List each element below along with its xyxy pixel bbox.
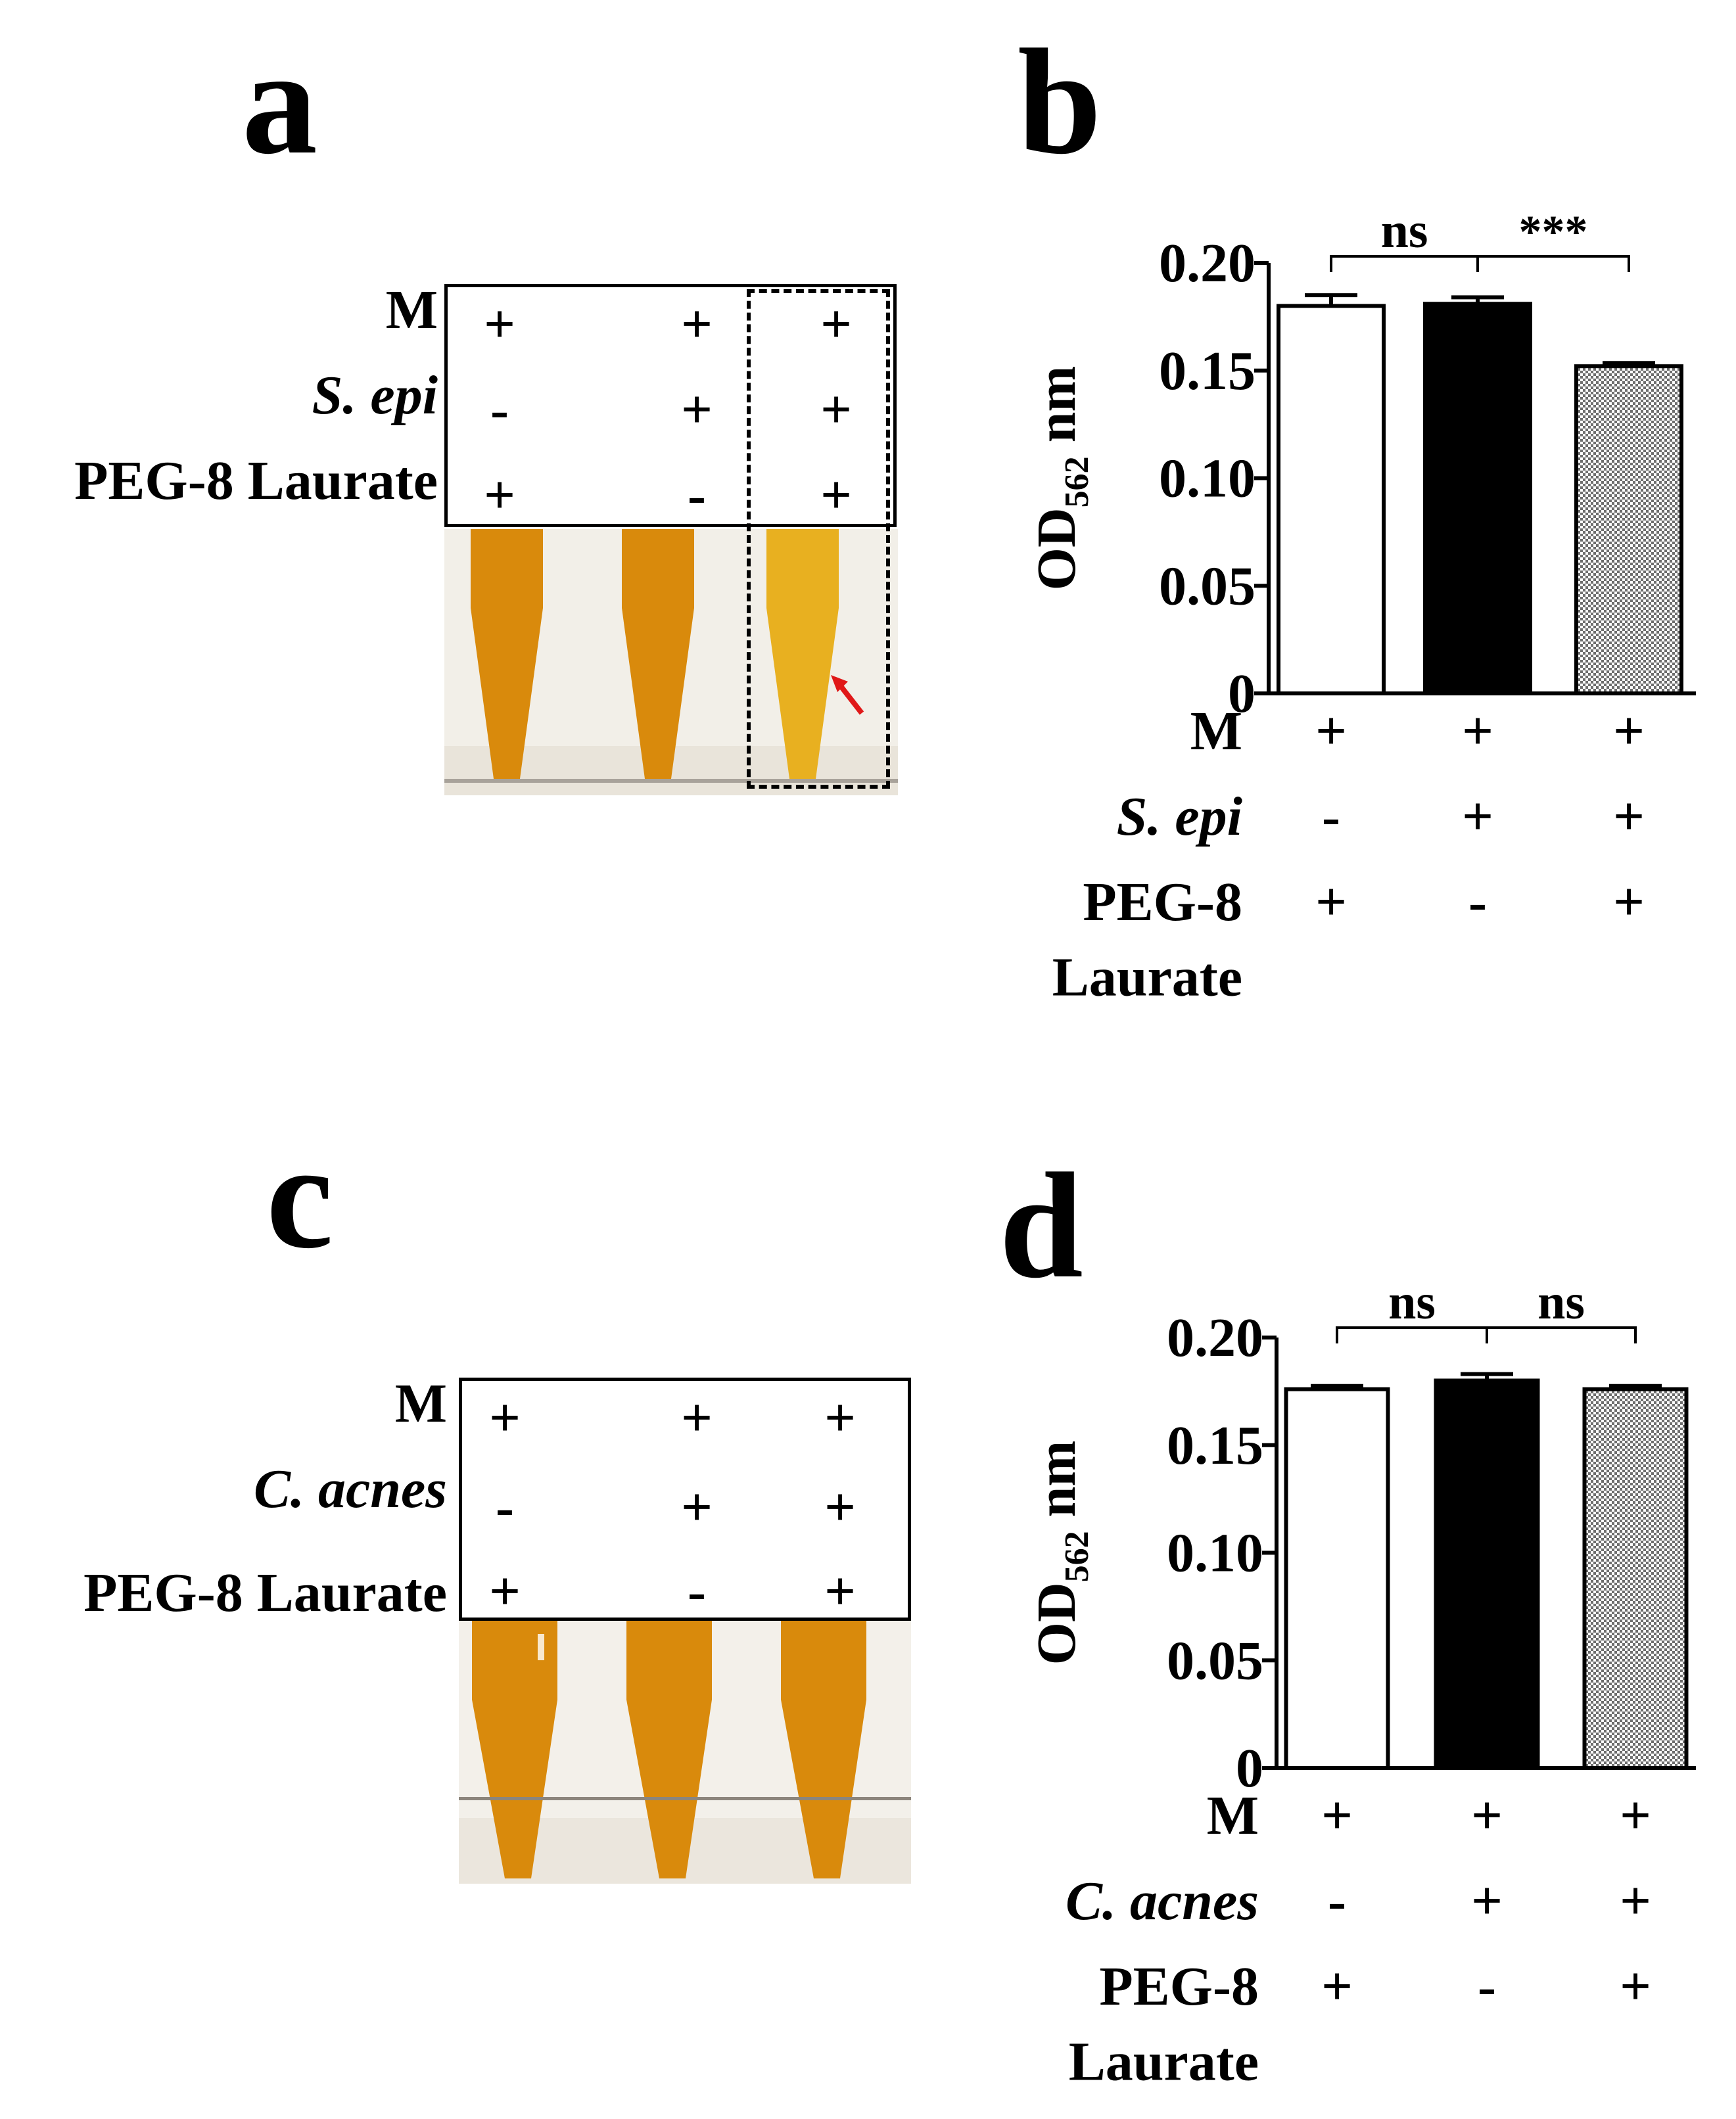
symbol-c-peg-2: - [688, 1561, 706, 1622]
condition-label: M [1190, 701, 1242, 762]
condition-table-c [459, 1378, 911, 1621]
condition-label: PEG-8 [1099, 1956, 1259, 2017]
y-tick-label: 0.10 [1159, 448, 1255, 509]
y-tick-label: 0 [1236, 1738, 1263, 1799]
y-axis-label-subscript: 562 [1058, 456, 1096, 507]
tube-photo-c [459, 1621, 911, 1884]
y-axis-label-unit: nm [1026, 1441, 1087, 1531]
y-tick-label: 0.15 [1159, 340, 1255, 402]
condition-label-m: M [394, 1373, 447, 1434]
condition-label: S. epi [1117, 786, 1242, 847]
symbol-c-cacnes-1: - [496, 1477, 514, 1538]
condition-label: C. acnes [1066, 1871, 1259, 1932]
symbol-c-peg-3: + [824, 1561, 856, 1622]
condition-label-peg8-laurate: PEG-8 Laurate [83, 1562, 447, 1623]
significance-bracket [1476, 255, 1630, 272]
condition-symbol: + [1620, 1785, 1651, 1846]
condition-symbol: + [1462, 786, 1493, 847]
y-axis-label-main: OD [1026, 1582, 1087, 1665]
significance-bracket [1330, 255, 1479, 272]
condition-symbol: + [1620, 1871, 1651, 1932]
symbol-c-m-2: + [681, 1387, 713, 1449]
y-axis-label-main: OD [1026, 507, 1087, 590]
condition-symbol: + [1315, 701, 1347, 762]
y-axis-label: OD562 nm [1026, 1441, 1096, 1665]
significance-label: ns [1388, 1274, 1436, 1330]
bar-hatched [1582, 1387, 1689, 1771]
condition-label-m: M [385, 279, 438, 340]
symbol-a-sepi-1: - [490, 379, 509, 440]
symbol-a-m-2: + [681, 294, 713, 355]
y-axis-label-unit: nm [1026, 366, 1087, 457]
condition-label-line2: Laurate [1052, 946, 1242, 1008]
symbol-c-cacnes-2: + [681, 1477, 713, 1538]
condition-symbol: + [1613, 786, 1645, 847]
y-tick-label: 0.05 [1159, 555, 1255, 617]
symbol-a-m-3: + [820, 294, 852, 355]
symbol-a-peg-1: + [484, 465, 515, 526]
symbol-a-m-1: + [484, 294, 515, 355]
bar-chart-d: 0 0.05 0.10 0.15 0.20 OD562 nm ns ns M + + + C. acne… [1026, 1274, 1696, 2092]
y-tick-label: 0.20 [1167, 1307, 1263, 1368]
panel-label-d: d [999, 1142, 1083, 1309]
condition-label-s-epi: S. epi [312, 365, 438, 426]
condition-symbol: + [1462, 701, 1493, 762]
symbol-c-peg-1: + [489, 1561, 521, 1622]
condition-symbol: - [1478, 1956, 1496, 2017]
panel-label-c: c [266, 1112, 334, 1280]
significance-label: *** [1519, 207, 1588, 258]
condition-symbol: + [1321, 1956, 1353, 2017]
symbol-a-peg-3: + [820, 465, 852, 526]
condition-symbol: - [1322, 786, 1340, 847]
condition-label-c-acnes: C. acnes [254, 1458, 447, 1520]
condition-symbol: + [1613, 701, 1645, 762]
condition-label: PEG-8 [1083, 872, 1242, 933]
y-tick-label: 0.10 [1167, 1523, 1263, 1584]
bar-open [1277, 304, 1386, 695]
symbol-c-m-1: + [489, 1387, 521, 1449]
bar-open [1284, 1387, 1390, 1771]
bar-filled [1423, 302, 1532, 696]
y-tick-label: 0.20 [1159, 233, 1255, 294]
condition-table-a [444, 284, 897, 527]
y-tick-label: 0 [1228, 663, 1255, 724]
significance-label: ns [1537, 1274, 1585, 1330]
y-tick-label: 0.05 [1167, 1630, 1263, 1691]
condition-label-peg8-laurate: PEG-8 Laurate [74, 450, 438, 511]
condition-symbol: + [1321, 1785, 1353, 1846]
condition-label: M [1207, 1785, 1259, 1846]
panel-label-a: a [242, 18, 317, 185]
tube-photo-a [444, 529, 898, 795]
condition-label-line2: Laurate [1069, 2031, 1259, 2092]
bar-chart-b: 0 0.05 0.10 0.15 0.20 OD562 nm ns *** M + + + S. epi… [1026, 203, 1696, 1008]
significance-label: ns [1381, 203, 1428, 258]
symbol-c-cacnes-3: + [824, 1477, 856, 1538]
y-tick-label: 0.15 [1167, 1415, 1263, 1476]
symbol-a-sepi-3: + [820, 379, 852, 440]
significance-bracket [1336, 1326, 1488, 1343]
significance-bracket [1486, 1326, 1637, 1343]
condition-symbol: + [1613, 872, 1645, 933]
condition-symbol: + [1620, 1956, 1651, 2017]
bar-filled [1434, 1378, 1540, 1770]
symbol-a-sepi-2: + [681, 379, 713, 440]
condition-symbol: + [1471, 1871, 1503, 1932]
bar-hatched [1574, 364, 1683, 695]
symbol-c-m-3: + [824, 1387, 856, 1449]
panel-label-b: b [1018, 18, 1102, 185]
symbol-a-peg-2: - [688, 465, 706, 526]
condition-symbol: - [1468, 872, 1487, 933]
selected-tube-box [747, 289, 890, 789]
condition-symbol: + [1471, 1785, 1503, 1846]
condition-symbol: - [1328, 1871, 1346, 1932]
condition-symbol: + [1315, 872, 1347, 933]
y-axis-label-subscript: 562 [1058, 1531, 1096, 1582]
y-axis-label: OD562 nm [1026, 366, 1096, 591]
